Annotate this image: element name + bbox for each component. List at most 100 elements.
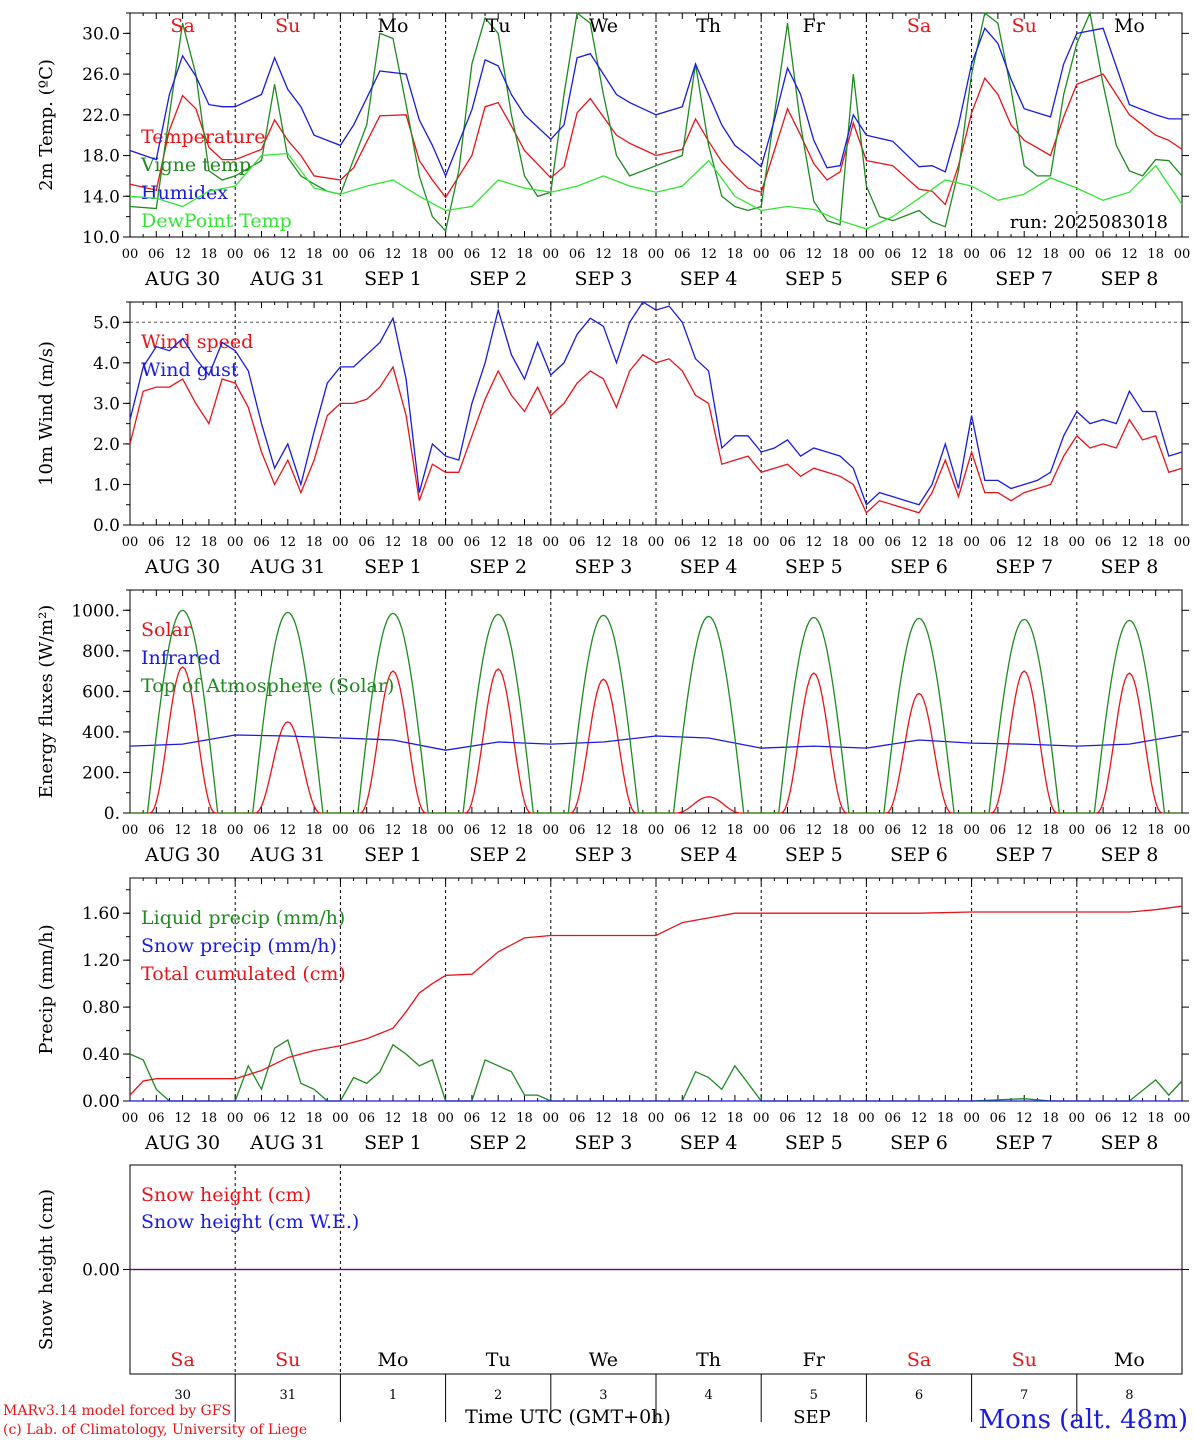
panel-frame: [129, 589, 1183, 814]
weekday-label: Mo: [378, 1349, 409, 1371]
weekday-label: Tu: [486, 1349, 511, 1371]
day-label: SEP 5: [785, 1132, 843, 1154]
hour-label: 18: [306, 1111, 323, 1126]
hour-label: 00: [1174, 535, 1191, 550]
hour-label: 12: [385, 535, 402, 550]
hour-label: 00: [1069, 823, 1086, 838]
hour-label: 06: [990, 1111, 1007, 1126]
hour-label: 18: [306, 247, 323, 262]
day-label: SEP 8: [1100, 556, 1158, 578]
hour-label: 06: [674, 1111, 691, 1126]
hour-label: 00: [122, 823, 139, 838]
day-label: SEP 3: [574, 1132, 632, 1154]
station-label: Mons (alt. 48m): [979, 1405, 1188, 1435]
series-line-vigne-temp: [129, 10, 1183, 233]
weekday-label: Sa: [170, 1349, 194, 1371]
day-label: SEP 7: [995, 268, 1053, 290]
hour-label: 18: [832, 247, 849, 262]
hour-label: 18: [1147, 1111, 1164, 1126]
day-label: AUG 30: [144, 844, 220, 866]
hour-label: 18: [516, 823, 533, 838]
day-number-label: 6: [915, 1388, 923, 1403]
hour-label: 12: [1121, 247, 1138, 262]
hour-label: 00: [963, 247, 980, 262]
legend-entry: Vigne temp: [140, 154, 251, 176]
hour-label: 06: [358, 535, 375, 550]
legend-entry: Total cumulated (cm): [141, 963, 346, 985]
day-label: AUG 30: [144, 1132, 220, 1154]
hour-label: 00: [332, 247, 349, 262]
legend-entry: DewPoint Temp: [141, 210, 292, 232]
weekday-label: Su: [1012, 1349, 1037, 1371]
legend-entry: Snow height (cm W.E.): [141, 1211, 359, 1233]
hour-label: 00: [1069, 1111, 1086, 1126]
hour-label: 12: [595, 247, 612, 262]
hour-label: 12: [595, 535, 612, 550]
hour-label: 18: [1042, 247, 1059, 262]
hour-label: 06: [1095, 1111, 1112, 1126]
legend-entry: Solar: [141, 619, 193, 641]
panel-3: 0. 200. 400. 600. 800. 1000. Energy fluxes (W/…: [36, 589, 1190, 866]
hour-label: 12: [595, 823, 612, 838]
day-number-label: 5: [810, 1388, 818, 1403]
series-line-total-cumulated-cm-: [129, 905, 1183, 1096]
hour-label: 12: [174, 823, 191, 838]
hour-label: 00: [858, 535, 875, 550]
hour-label: 00: [543, 535, 560, 550]
hour-label: 00: [963, 535, 980, 550]
hour-label: 06: [569, 247, 586, 262]
y-tick-label: 0.0: [93, 516, 120, 536]
y-tick-label: 18.0: [82, 147, 120, 167]
hour-label: 18: [937, 535, 954, 550]
day-number-label: 4: [704, 1388, 712, 1403]
day-label: SEP 6: [890, 556, 948, 578]
hour-label: 06: [779, 1111, 796, 1126]
y-tick-label: 4.0: [93, 354, 120, 374]
day-label: AUG 31: [249, 268, 325, 290]
y-axis-label: Snow height (cm): [36, 1189, 57, 1350]
day-number-label: 1: [389, 1388, 397, 1403]
hour-label: 06: [990, 535, 1007, 550]
hour-label: 18: [1147, 535, 1164, 550]
hour-label: 06: [884, 1111, 901, 1126]
day-label: SEP 6: [890, 1132, 948, 1154]
y-axis-label: 10m Wind (m/s): [36, 341, 57, 486]
weekday-label: Mo: [378, 15, 409, 37]
weekday-label: Th: [696, 1349, 721, 1371]
hour-label: 18: [621, 535, 638, 550]
hour-label: 12: [1121, 535, 1138, 550]
hour-label: 00: [332, 535, 349, 550]
hour-label: 18: [727, 247, 744, 262]
day-label: SEP 1: [364, 844, 422, 866]
weekday-label: Su: [275, 15, 300, 37]
weekday-label: Mo: [1114, 1349, 1145, 1371]
hour-label: 12: [385, 823, 402, 838]
weekday-label: Sa: [907, 1349, 931, 1371]
time-axis-label: Time UTC (GMT+0h): [465, 1406, 671, 1428]
hour-label: 12: [174, 535, 191, 550]
hour-label: 06: [253, 1111, 270, 1126]
hour-label: 00: [753, 1111, 770, 1126]
legend-entry: Wind gust: [141, 359, 239, 381]
hour-label: 06: [779, 247, 796, 262]
hour-label: 06: [253, 247, 270, 262]
hour-label: 00: [543, 823, 560, 838]
hour-label: 12: [174, 1111, 191, 1126]
hour-label: 18: [937, 823, 954, 838]
month-label: SEP: [793, 1407, 831, 1428]
hour-label: 06: [464, 247, 481, 262]
hour-label: 18: [516, 535, 533, 550]
legend-entry: Infrared: [141, 647, 221, 669]
hour-label: 12: [911, 1111, 928, 1126]
hour-label: 06: [884, 247, 901, 262]
hour-label: 00: [437, 823, 454, 838]
panel-frame: [129, 12, 1183, 238]
hour-label: 00: [122, 1111, 139, 1126]
hour-label: 06: [148, 1111, 165, 1126]
hour-label: 06: [884, 823, 901, 838]
weekday-label: We: [589, 15, 618, 37]
day-label: SEP 2: [469, 844, 527, 866]
day-label: SEP 1: [364, 556, 422, 578]
hour-label: 06: [674, 247, 691, 262]
hour-label: 12: [806, 247, 823, 262]
